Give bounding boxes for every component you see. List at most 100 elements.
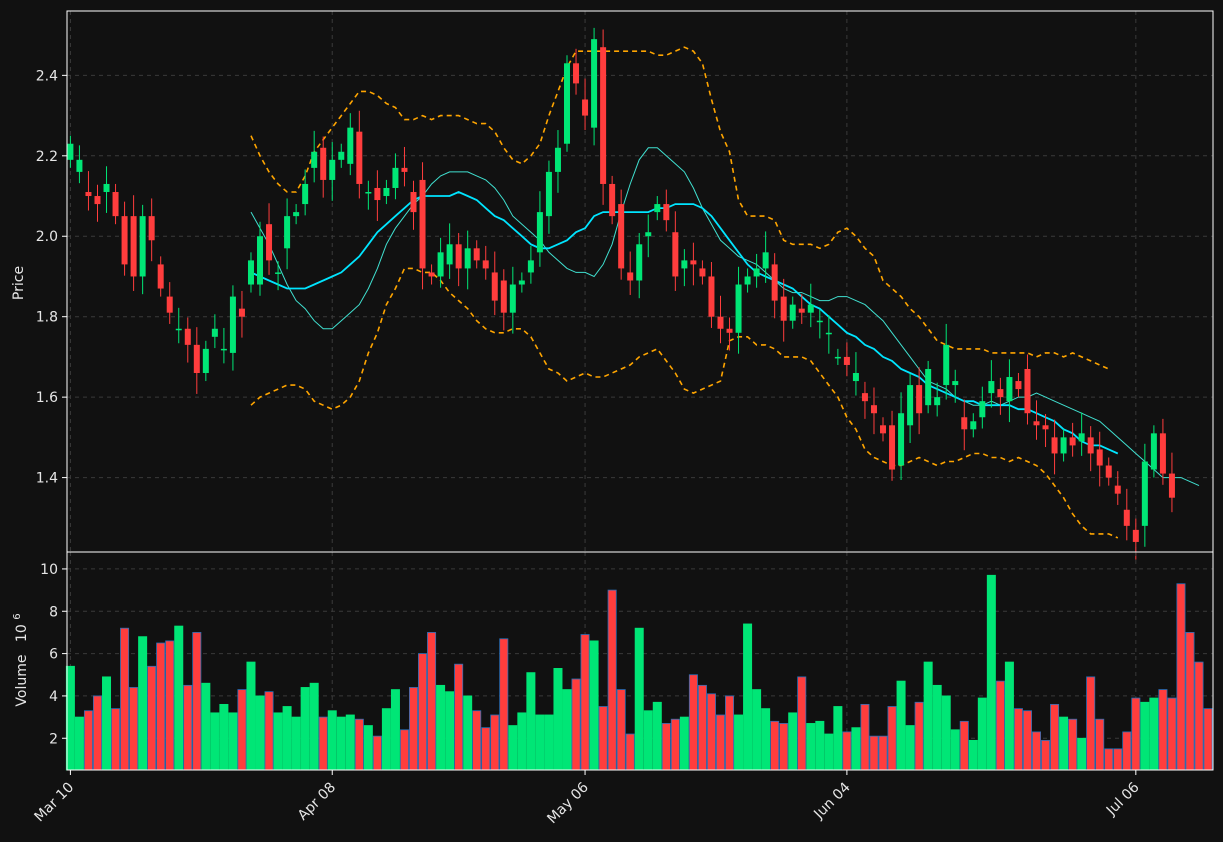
volume-bar xyxy=(770,720,780,771)
candle-body xyxy=(112,192,119,217)
candle-body xyxy=(554,147,561,172)
volume-bar xyxy=(454,663,464,771)
candle-body xyxy=(870,405,877,414)
candle-body xyxy=(238,308,245,317)
candle-body xyxy=(247,260,254,285)
volume-bars xyxy=(65,574,1213,771)
candle-body xyxy=(636,244,643,281)
candle-body xyxy=(103,183,110,193)
volume-bar xyxy=(463,695,473,771)
volume-bar xyxy=(282,706,292,771)
volume-bar xyxy=(706,693,716,771)
candle-body xyxy=(193,344,200,374)
volume-bar xyxy=(535,714,545,771)
candle-body xyxy=(1015,381,1022,390)
candle-body xyxy=(997,389,1004,398)
price-tick-label: 2.4 xyxy=(36,68,58,84)
candle-body xyxy=(446,244,453,265)
candle-body xyxy=(1069,437,1076,446)
candle-body xyxy=(365,192,372,194)
volume-bar xyxy=(445,691,455,771)
candle-body xyxy=(437,252,444,277)
candle-body xyxy=(94,196,101,205)
volume-bar xyxy=(643,710,653,771)
volume-bar xyxy=(688,674,698,771)
candle-body xyxy=(202,348,209,374)
volume-bar xyxy=(878,735,888,771)
candle-body xyxy=(699,268,706,277)
volume-bar xyxy=(1158,689,1168,771)
volume-bar xyxy=(481,727,491,771)
volume-bar xyxy=(1203,708,1213,771)
volume-bar xyxy=(354,718,364,771)
candle-body xyxy=(1132,529,1139,542)
candle-body xyxy=(1114,485,1121,494)
candle-body xyxy=(320,147,327,180)
volume-bar xyxy=(264,691,274,771)
candle-body xyxy=(338,151,345,160)
candle-body xyxy=(654,204,661,213)
candle-body xyxy=(771,264,778,301)
candle-body xyxy=(780,296,787,321)
candle-body xyxy=(419,179,426,269)
candle-body xyxy=(1123,509,1130,526)
volume-bar xyxy=(390,689,400,771)
volume-bar xyxy=(237,689,247,771)
volume-bar xyxy=(598,706,608,771)
volume-bar xyxy=(743,623,753,771)
candle-body xyxy=(527,260,534,273)
volume-bar xyxy=(679,716,689,771)
volume-bar xyxy=(887,706,897,771)
price-axis-label: Price xyxy=(11,266,27,300)
volume-bar xyxy=(418,653,428,771)
candle-body xyxy=(1150,433,1157,470)
volume-axis-title: Volume xyxy=(14,655,30,707)
volume-bar xyxy=(210,712,220,771)
volume-bar xyxy=(950,729,960,771)
volume-bar xyxy=(1176,583,1186,771)
volume-axis-exponent-power: 6 xyxy=(12,613,23,619)
candle-body xyxy=(573,63,580,84)
candle-body xyxy=(121,216,128,265)
volume-bar xyxy=(318,716,328,771)
volume-bar xyxy=(661,723,671,771)
candle-body xyxy=(67,143,74,160)
candle-body xyxy=(880,425,887,434)
candle-body xyxy=(130,216,137,277)
volume-bar xyxy=(896,680,906,771)
candle-body xyxy=(491,272,498,301)
volume-bar xyxy=(508,725,518,771)
volume-axis-label: Volume 10 6 xyxy=(12,613,30,706)
candle-body xyxy=(735,284,742,333)
volume-bar xyxy=(634,627,644,771)
candle-body xyxy=(410,192,417,213)
candle-body xyxy=(852,373,859,382)
candle-body xyxy=(302,183,309,205)
volume-bar xyxy=(905,725,915,771)
candle-body xyxy=(970,421,977,430)
volume-bar xyxy=(363,725,373,771)
volume-bar xyxy=(129,687,139,771)
volume-bar xyxy=(120,627,130,771)
candle-body xyxy=(618,204,625,269)
candle-body xyxy=(545,171,552,217)
candle-body xyxy=(861,393,868,402)
volume-bar xyxy=(842,731,852,771)
candle-body xyxy=(690,260,697,265)
volume-bar xyxy=(472,710,482,771)
price-tick-label: 1.8 xyxy=(36,310,58,326)
candle-body xyxy=(979,401,986,418)
volume-bar xyxy=(372,735,382,771)
volume-bar xyxy=(219,703,229,771)
volume-bar xyxy=(183,684,193,771)
volume-bar xyxy=(327,710,337,771)
price-panel: 1.4 1.6 1.8 2.0 2.2 2.4 Price xyxy=(11,10,1214,560)
candle-body xyxy=(374,187,381,201)
candle-body xyxy=(1096,449,1103,466)
candle-body xyxy=(952,381,959,386)
volume-bar xyxy=(1068,718,1078,771)
volume-bar xyxy=(1149,697,1159,771)
candle-body xyxy=(1060,437,1067,454)
candle-body xyxy=(293,212,300,217)
candle-body xyxy=(934,397,941,406)
